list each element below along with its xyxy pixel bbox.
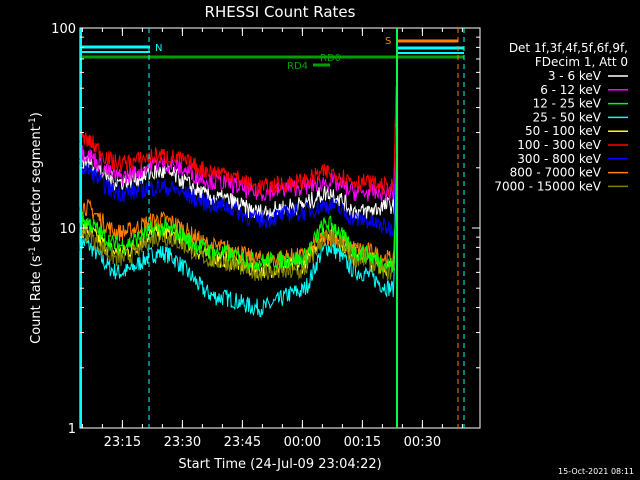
y-label-part3: ) bbox=[29, 112, 44, 117]
x-tick-label: 00:00 bbox=[284, 435, 321, 450]
series-line bbox=[79, 171, 397, 282]
y-label-part1: Count Rate (s bbox=[29, 255, 44, 344]
x-axis-label: Start Time (24-Jul-09 23:04:22) bbox=[178, 457, 381, 472]
legend-label: 3 - 6 keV bbox=[548, 69, 602, 83]
plot-area bbox=[79, 27, 481, 429]
series-layer bbox=[79, 86, 397, 317]
n-marker-label: N bbox=[155, 43, 162, 54]
y-label-sup2: -1 bbox=[28, 117, 38, 126]
x-tick-label: 23:30 bbox=[164, 435, 201, 450]
legend-label: 6 - 12 keV bbox=[540, 83, 602, 97]
x-axis: 23:15 23:30 23:45 00:00 00:15 00:30 bbox=[81, 28, 463, 450]
s-marker-label: S bbox=[385, 36, 391, 47]
y-tick-label: 100 bbox=[51, 22, 76, 37]
legend: Det 1f,3f,4f,5f,6f,9f, FDecim 1, Att 0 3… bbox=[494, 41, 628, 193]
legend-header-line1: Det 1f,3f,4f,5f,6f,9f, bbox=[509, 41, 628, 55]
y-axis: 1 10 100 bbox=[51, 22, 480, 437]
rd0-label: RD0 bbox=[320, 53, 341, 64]
legend-label: 50 - 100 keV bbox=[525, 124, 602, 138]
chart-title: RHESSI Count Rates bbox=[205, 3, 356, 21]
legend-label: 100 - 300 keV bbox=[517, 138, 601, 152]
y-label-sup1: -1 bbox=[28, 246, 38, 255]
x-tick-label: 00:15 bbox=[344, 435, 381, 450]
y-label-part2: detector segment bbox=[29, 126, 44, 246]
timestamp: 15-Oct-2021 08:11 bbox=[558, 467, 634, 476]
series-line bbox=[79, 187, 397, 317]
x-tick-label: 23:15 bbox=[104, 435, 141, 450]
annotation-layer: N RD0 RD4 S bbox=[80, 28, 465, 428]
rd4-label: RD4 bbox=[287, 61, 308, 72]
series-line bbox=[79, 126, 397, 237]
series-line bbox=[79, 164, 397, 274]
y-tick-label: 1 bbox=[68, 422, 76, 437]
x-tick-label: 00:30 bbox=[404, 435, 441, 450]
y-axis-label: Count Rate (s-1 detector segment-1) bbox=[28, 112, 44, 344]
legend-label: 7000 - 15000 keV bbox=[494, 179, 601, 193]
legend-label: 25 - 50 keV bbox=[533, 110, 602, 124]
y-tick-label: 10 bbox=[59, 222, 76, 237]
legend-label: 300 - 800 keV bbox=[517, 152, 601, 166]
x-tick-label: 23:45 bbox=[224, 435, 261, 450]
legend-label: 12 - 25 keV bbox=[533, 97, 602, 111]
series-line bbox=[79, 86, 397, 196]
legend-label: 800 - 7000 keV bbox=[510, 166, 602, 180]
legend-header-line2: FDecim 1, Att 0 bbox=[535, 55, 628, 69]
